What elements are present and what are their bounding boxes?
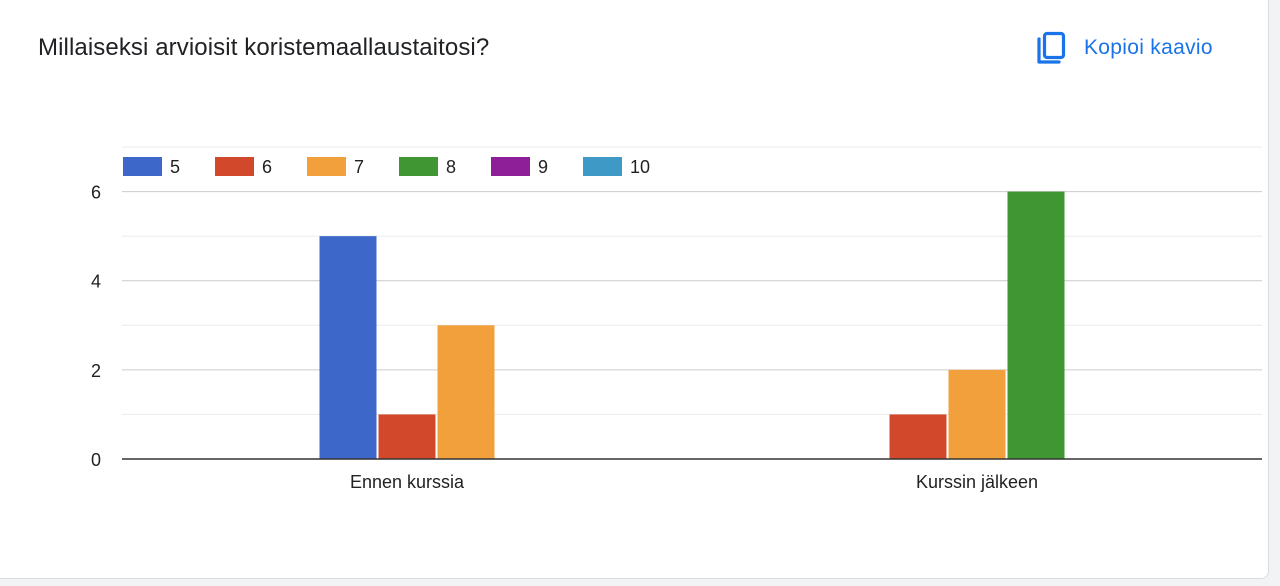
bar-ennen-kurssia-series-6 [378,414,436,459]
x-tick-label: Ennen kurssia [350,472,465,492]
y-tick-label: 6 [91,183,101,203]
copy-chart-button[interactable]: Kopioi kaavio [1034,28,1213,68]
chart-card: Millaiseksi arvioisit koristemaallaustai… [0,0,1269,579]
legend-swatch-7 [307,157,346,176]
legend-label-9: 9 [538,157,548,177]
legend-swatch-6 [215,157,254,176]
legend-label-8: 8 [446,157,456,177]
copy-icon [1034,28,1068,68]
bar-kurssin-jälkeen-series-8 [1007,191,1065,460]
legend-label-6: 6 [262,157,272,177]
bar-ennen-kurssia-series-7 [437,325,495,459]
y-tick-label: 4 [91,272,101,292]
legend-label-5: 5 [170,157,180,177]
bar-kurssin-jälkeen-series-7 [948,369,1006,459]
legend-swatch-8 [399,157,438,176]
legend-swatch-10 [583,157,622,176]
bar-ennen-kurssia-series-5 [319,236,377,459]
legend-label-10: 10 [630,157,650,177]
y-tick-label: 0 [91,450,101,470]
y-tick-label: 2 [91,361,101,381]
legend-swatch-9 [491,157,530,176]
chart-title: Millaiseksi arvioisit koristemaallaustai… [38,34,490,61]
bar-chart: 0 2 4 6 Ennen kurssia Kurssin jälkeen 5 6 7 8 9 10 [91,146,1262,492]
bar-kurssin-jälkeen-series-6 [889,414,947,459]
copy-chart-label: Kopioi kaavio [1084,36,1213,59]
legend-swatch-5 [123,157,162,176]
legend-label-7: 7 [354,157,364,177]
x-tick-label: Kurssin jälkeen [916,472,1038,492]
